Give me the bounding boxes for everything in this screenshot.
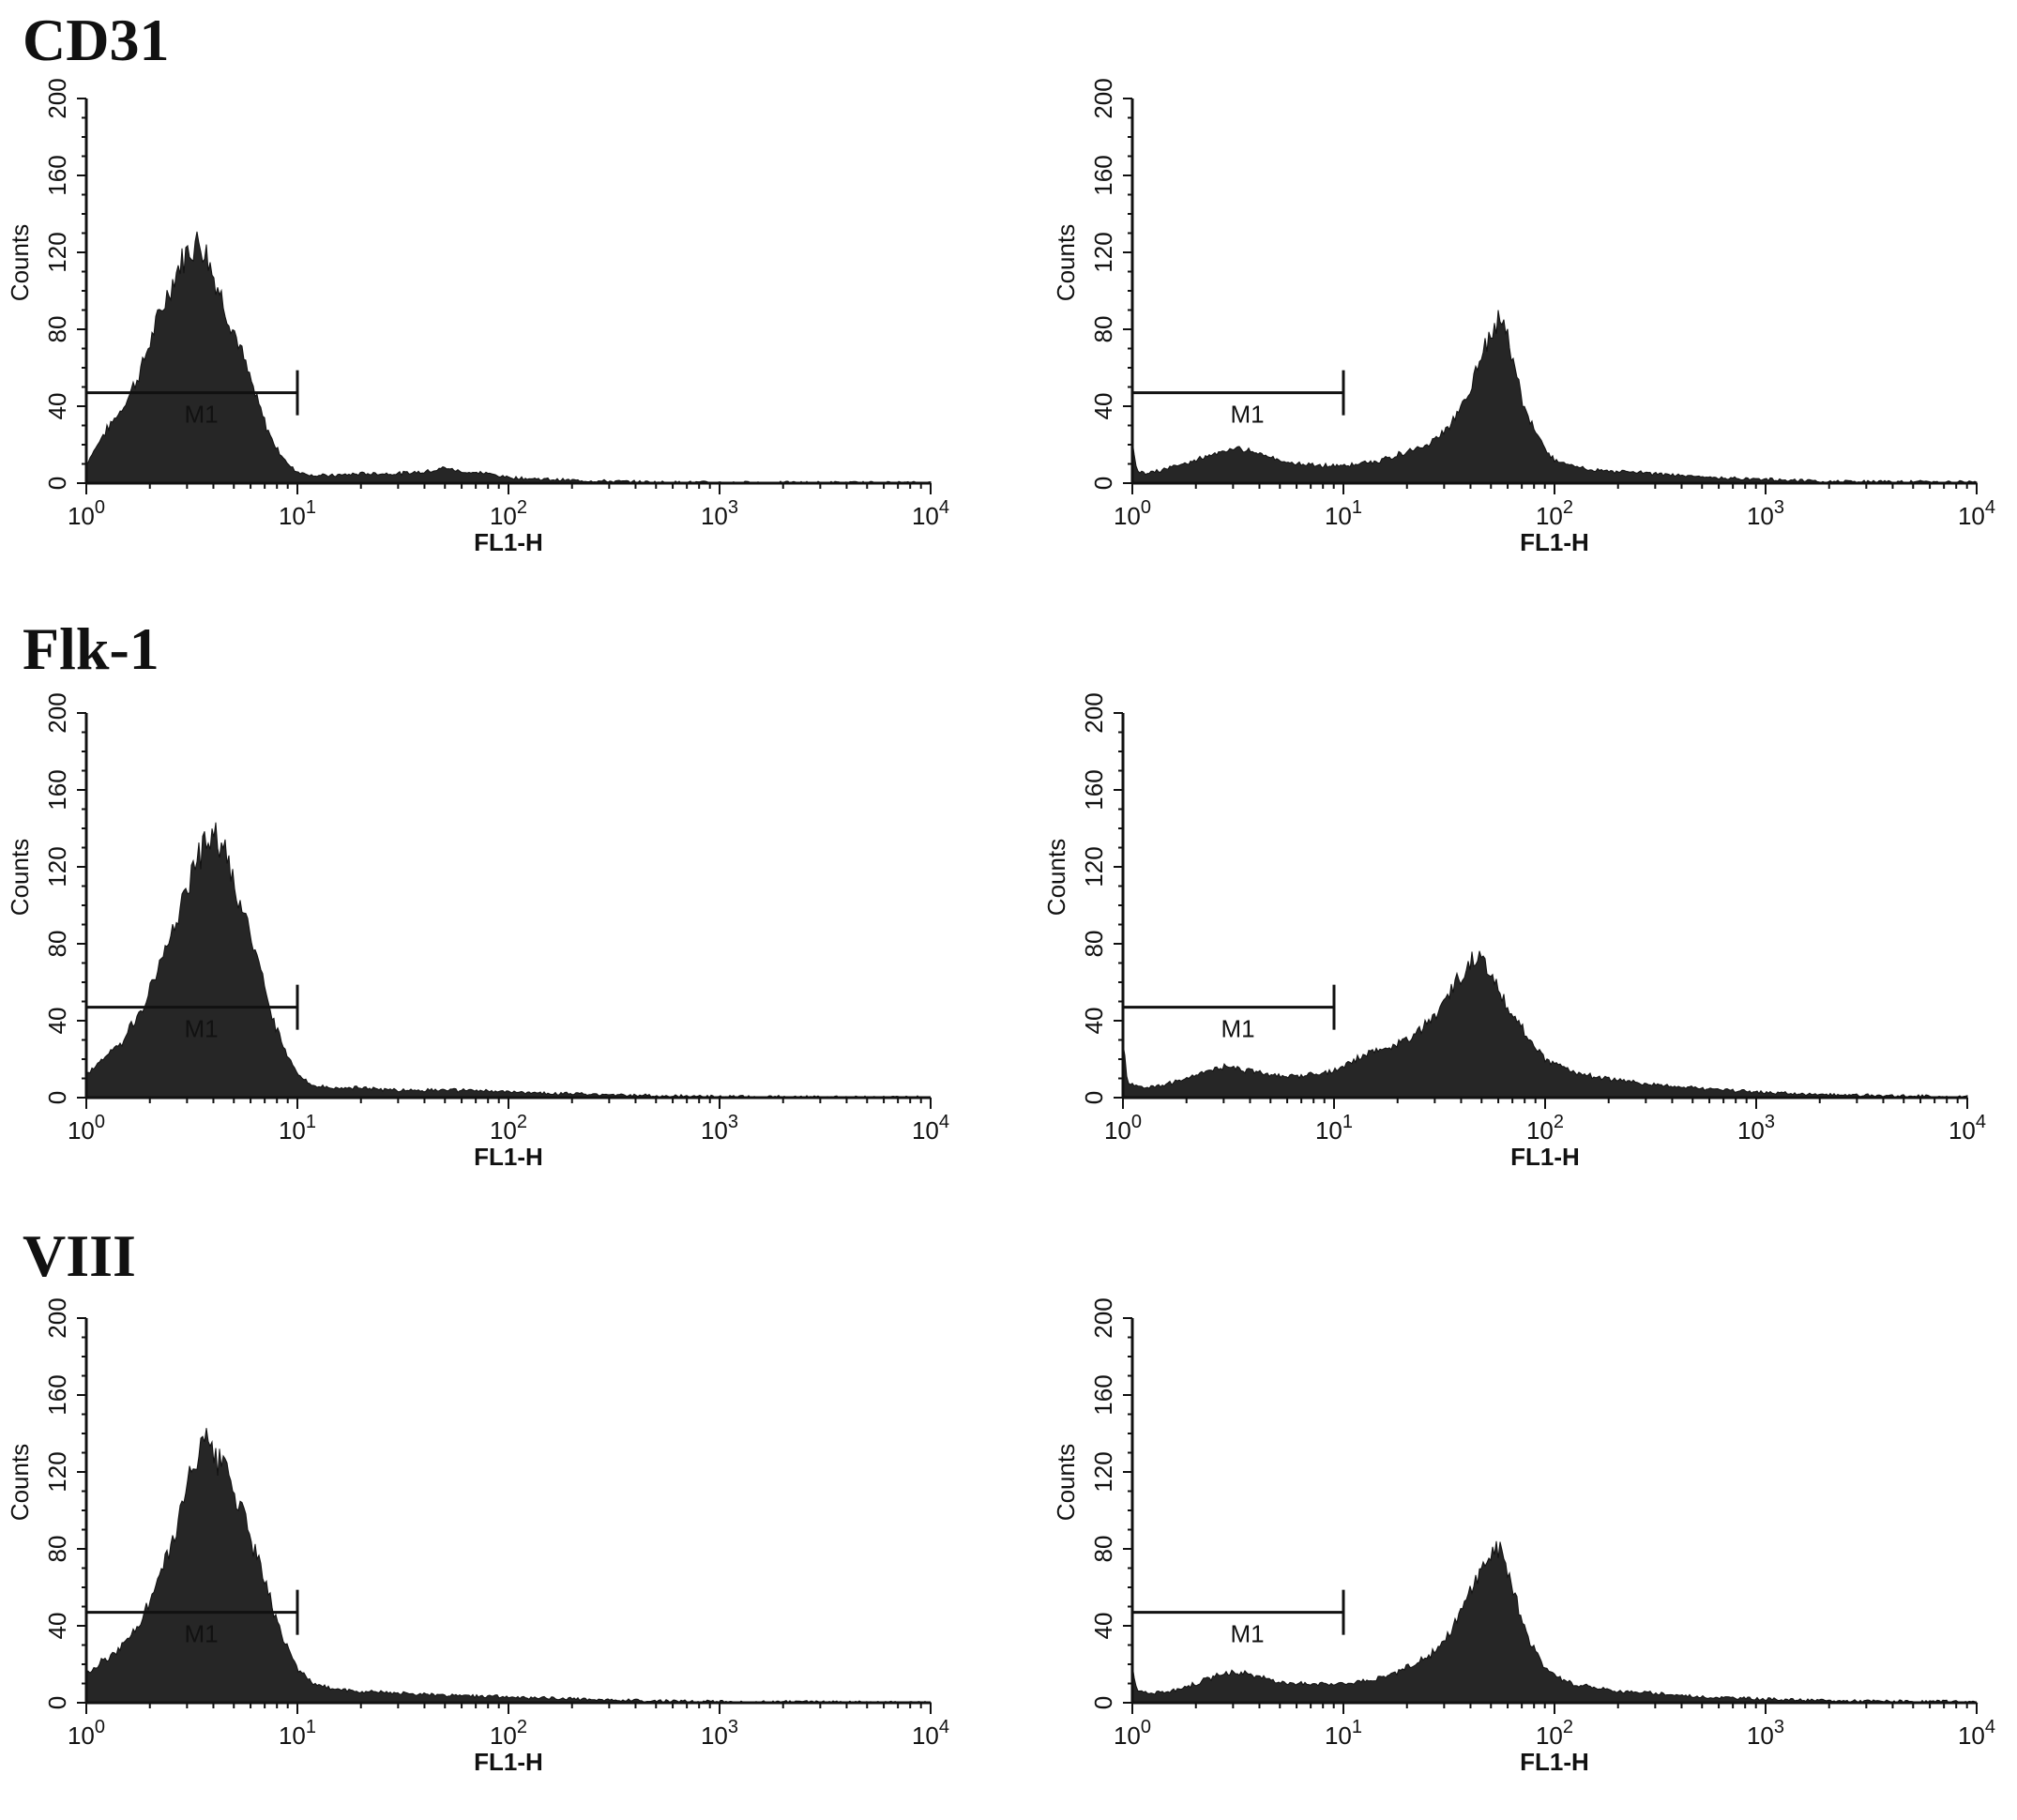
y-tick-label: 80 [1089,1536,1117,1563]
histogram-area [85,822,932,1099]
histogram-cd31-right: 0 40 80 120 160 200 100 101 102 103 104 FL1-H Counts… [1052,78,1995,556]
x-tick-label: 102 [1526,1112,1564,1145]
histogram-flk1-right: 0 40 80 120 160 200 100 101 102 103 104 FL1-H Counts… [1042,692,1986,1171]
y-tick-label: 120 [43,1451,71,1492]
y-tick-label: 120 [1089,232,1117,272]
y-tick-label: 160 [43,1374,71,1415]
y-tick-label: 200 [1089,1297,1117,1338]
x-tick-label: 100 [68,1717,105,1750]
x-tick-label: 100 [1114,497,1151,530]
y-axis-label: Counts [1042,839,1070,916]
y-tick-label: 0 [1089,477,1117,490]
x-tick-label: 100 [1104,1112,1142,1145]
histogram-area [1131,1540,1979,1704]
x-tick-label: 104 [912,1112,949,1145]
y-tick-label: 40 [43,1613,71,1640]
x-tick-label: 100 [1114,1717,1151,1750]
y-tick-label: 40 [1089,1613,1117,1640]
x-tick-label: 103 [1737,1112,1775,1145]
y-tick-label: 120 [43,232,71,272]
x-tick-label: 102 [490,1112,527,1145]
x-axis-label: FL1-H [474,1143,543,1171]
x-tick-label: 104 [1958,1717,1995,1750]
y-tick-label: 120 [1089,1451,1117,1492]
y-axis-label: Counts [6,1444,34,1521]
x-tick-label: 102 [490,1717,527,1750]
x-tick-label: 102 [1536,497,1573,530]
x-tick-label: 103 [701,497,738,530]
histogram-cd31-left: 0 40 80 120 160 200 100 101 102 103 104 FL1-H Counts… [6,78,949,556]
x-tick-label: 104 [1958,497,1995,530]
y-tick-label: 0 [43,1696,71,1709]
y-tick-label: 80 [1080,931,1108,958]
y-tick-label: 200 [43,78,71,118]
row-label-flk1: Flk-1 [23,615,159,682]
y-tick-label: 160 [43,769,71,810]
histogram-area [1122,950,1968,1099]
histogram-flk1-left: 0 40 80 120 160 200 100 101 102 103 104 FL1-H Counts… [6,692,949,1171]
histogram-viii-right: 0 40 80 120 160 200 100 101 102 103 104 FL1-H Counts… [1052,1297,1995,1776]
x-tick-label: 103 [701,1717,738,1750]
x-tick-label: 104 [912,1717,949,1750]
y-tick-label: 80 [43,316,71,343]
x-tick-label: 101 [1315,1112,1353,1145]
y-tick-label: 160 [1080,769,1108,810]
y-tick-label: 160 [1089,155,1117,195]
x-tick-label: 101 [279,1112,316,1145]
x-tick-label: 101 [279,497,316,530]
histogram-area [85,231,932,484]
histogram-area [85,1428,932,1704]
x-tick-label: 102 [490,497,527,530]
x-tick-label: 101 [1325,497,1362,530]
y-tick-label: 40 [1080,1008,1108,1035]
gate-label: M1 [184,1015,218,1043]
gate-label: M1 [1221,1015,1254,1043]
y-tick-label: 40 [43,393,71,420]
x-axis-label: FL1-H [474,528,543,556]
gate-label: M1 [1230,401,1264,429]
x-tick-label: 101 [1325,1717,1362,1750]
y-tick-label: 40 [1089,393,1117,420]
y-tick-label: 160 [43,155,71,195]
x-tick-label: 104 [1949,1112,1986,1145]
y-tick-label: 160 [1089,1374,1117,1415]
x-axis-label: FL1-H [1510,1143,1580,1171]
x-tick-label: 102 [1536,1717,1573,1750]
x-tick-label: 103 [1747,1717,1784,1750]
y-tick-label: 0 [1089,1696,1117,1709]
x-tick-label: 104 [912,497,949,530]
histogram-viii-left: 0 40 80 120 160 200 100 101 102 103 104 FL1-H Counts… [6,1297,949,1776]
histogram-area [1131,310,1978,484]
y-tick-label: 40 [43,1008,71,1035]
x-axis-label: FL1-H [474,1748,543,1776]
y-tick-label: 80 [1089,316,1117,343]
x-tick-label: 103 [1747,497,1784,530]
y-axis-label: Counts [1052,1444,1080,1521]
gate-label: M1 [184,1620,218,1648]
row-label-cd31: CD31 [23,7,170,73]
x-tick-label: 101 [279,1717,316,1750]
gate-label: M1 [184,401,218,429]
y-axis-label: Counts [1052,224,1080,301]
y-axis-label: Counts [6,224,34,301]
y-tick-label: 0 [1080,1091,1108,1104]
gate-label: M1 [1230,1620,1264,1648]
y-tick-label: 200 [43,692,71,733]
x-tick-label: 100 [68,1112,105,1145]
y-tick-label: 0 [43,477,71,490]
y-tick-label: 200 [1089,78,1117,118]
x-tick-label: 103 [701,1112,738,1145]
y-tick-label: 80 [43,931,71,958]
x-tick-label: 100 [68,497,105,530]
y-tick-label: 200 [43,1297,71,1338]
y-tick-label: 200 [1080,692,1108,733]
y-tick-label: 120 [1080,846,1108,887]
y-axis-label: Counts [6,839,34,916]
row-label-viii: VIII [23,1222,136,1289]
y-tick-label: 120 [43,846,71,887]
y-tick-label: 80 [43,1536,71,1563]
x-axis-label: FL1-H [1520,1748,1589,1776]
y-tick-label: 0 [43,1091,71,1104]
x-axis-label: FL1-H [1520,528,1589,556]
